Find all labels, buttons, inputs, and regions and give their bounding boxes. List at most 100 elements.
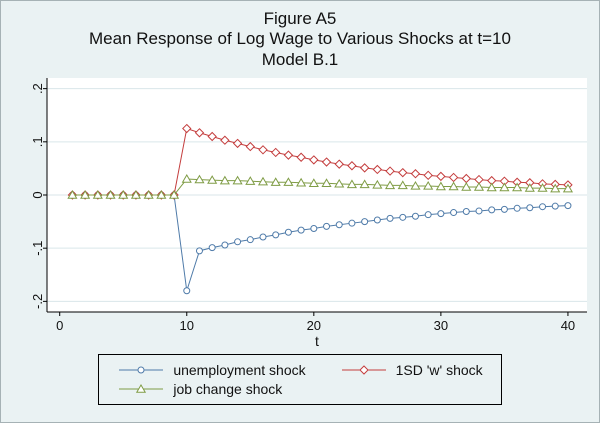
circle-marker: [323, 223, 331, 231]
triangle-marker: [143, 190, 154, 199]
circle-marker: [475, 207, 483, 215]
legend-label-unemployment-shock: unemployment shock: [173, 362, 306, 379]
x-tick-label: 30: [434, 318, 448, 333]
triangle-marker: [207, 175, 218, 184]
x-axis-label: t: [315, 333, 319, 349]
legend-label-1sd-w-shock: 1SD 'w' shock: [395, 362, 483, 379]
chart-legend: unemployment shock 1SD 'w' shock job chang…: [98, 354, 502, 406]
circle-marker: [437, 210, 445, 218]
triangle-marker: [448, 181, 459, 191]
circle-marker: [526, 204, 534, 212]
triangle-marker: [181, 174, 192, 183]
legend-entry-unemployment-shock: unemployment shock: [117, 362, 306, 379]
legend-label-job-change-shock: job change shock: [173, 381, 283, 398]
circle-marker: [361, 218, 369, 226]
triangle-marker: [384, 180, 396, 190]
triangle-marker: [397, 180, 408, 190]
diamond-marker: [385, 166, 395, 176]
triangle-marker: [80, 190, 91, 199]
circle-marker: [488, 206, 496, 214]
legend-symbol-triangle: [119, 384, 164, 393]
diamond-marker: [347, 161, 357, 171]
circle-marker: [259, 233, 267, 241]
circle-marker: [310, 225, 318, 233]
triangle-marker: [257, 176, 269, 186]
y-tick-label: .2: [30, 83, 45, 94]
y-tick-label: .1: [30, 137, 45, 148]
circle-marker: [539, 203, 547, 211]
title-block: Figure A5 Mean Response of Log Wage to V…: [1, 1, 599, 70]
circle-marker: [513, 204, 521, 212]
x-tick-label: 10: [180, 318, 194, 333]
triangle-marker: [136, 384, 147, 393]
diamond-marker: [296, 152, 306, 163]
circle-marker: [348, 219, 356, 227]
triangle-marker: [194, 174, 205, 184]
circle-marker: [297, 226, 305, 234]
triangle-marker: [334, 179, 345, 188]
diamond-marker: [436, 171, 446, 182]
triangle-marker: [512, 182, 523, 192]
circle-marker: [373, 216, 381, 224]
triangle-marker: [486, 182, 497, 192]
diamond-marker: [232, 138, 243, 149]
legend-entry-1sd-w-shock: 1SD 'w' shock: [340, 362, 483, 378]
circle-marker: [551, 202, 559, 210]
triangle-marker: [499, 182, 510, 192]
legend-symbol-circle: [119, 366, 164, 374]
diamond-marker: [358, 365, 369, 375]
diamond-marker: [194, 128, 205, 138]
triangle-marker: [232, 175, 243, 185]
triangle-marker: [461, 182, 472, 191]
triangle-marker: [435, 181, 446, 191]
diamond-marker: [207, 131, 217, 142]
figure-title: Figure A5: [263, 9, 337, 28]
triangle-marker: [410, 181, 421, 190]
triangle-marker: [359, 179, 370, 189]
circle-marker: [195, 247, 203, 255]
triangle-marker: [473, 182, 485, 191]
circle-marker: [221, 241, 229, 249]
triangle-marker: [67, 190, 78, 199]
triangle-marker: [270, 177, 281, 187]
diamond-marker: [359, 163, 370, 173]
triangle-marker: [296, 177, 307, 187]
circle-marker: [564, 202, 572, 210]
circle-marker: [208, 244, 216, 252]
diamond-marker: [220, 135, 230, 146]
circle-marker: [246, 236, 254, 244]
triangle-marker: [245, 176, 256, 186]
y-tick-label: 0: [30, 192, 45, 199]
triangle-marker: [130, 190, 142, 199]
stata-figure: Figure A5 Mean Response of Log Wage to V…: [1, 1, 599, 406]
triangle-marker: [524, 183, 535, 192]
diamond-marker: [309, 155, 319, 165]
circle-marker: [137, 366, 145, 374]
diamond-marker: [423, 170, 433, 181]
diamond-marker: [270, 147, 281, 158]
triangle-marker: [537, 183, 548, 192]
y-tick-label: -.2: [30, 294, 45, 309]
triangle-marker: [92, 190, 103, 199]
triangle-marker: [283, 177, 294, 187]
triangle-marker: [308, 178, 319, 188]
diamond-marker: [283, 150, 294, 160]
circle-marker: [272, 231, 280, 239]
triangle-marker: [321, 178, 332, 188]
figure-subtitle: Mean Response of Log Wage to Various Sho…: [89, 29, 511, 49]
circle-marker: [399, 214, 407, 222]
diamond-marker: [245, 142, 256, 152]
triangle-marker: [105, 190, 116, 199]
circle-marker: [183, 287, 191, 295]
circle-marker: [450, 209, 458, 217]
diamond-marker: [372, 164, 383, 175]
legend-wrapper: unemployment shock 1SD 'w' shock job chang…: [1, 354, 599, 406]
diamond-marker: [398, 168, 408, 178]
figure-model-label: Model B.1: [261, 49, 339, 69]
triangle-marker: [168, 190, 180, 199]
triangle-marker: [423, 181, 434, 190]
diamond-marker: [410, 169, 421, 179]
circle-marker: [500, 206, 508, 214]
circle-marker: [284, 228, 292, 236]
series-line-2: [72, 178, 568, 196]
